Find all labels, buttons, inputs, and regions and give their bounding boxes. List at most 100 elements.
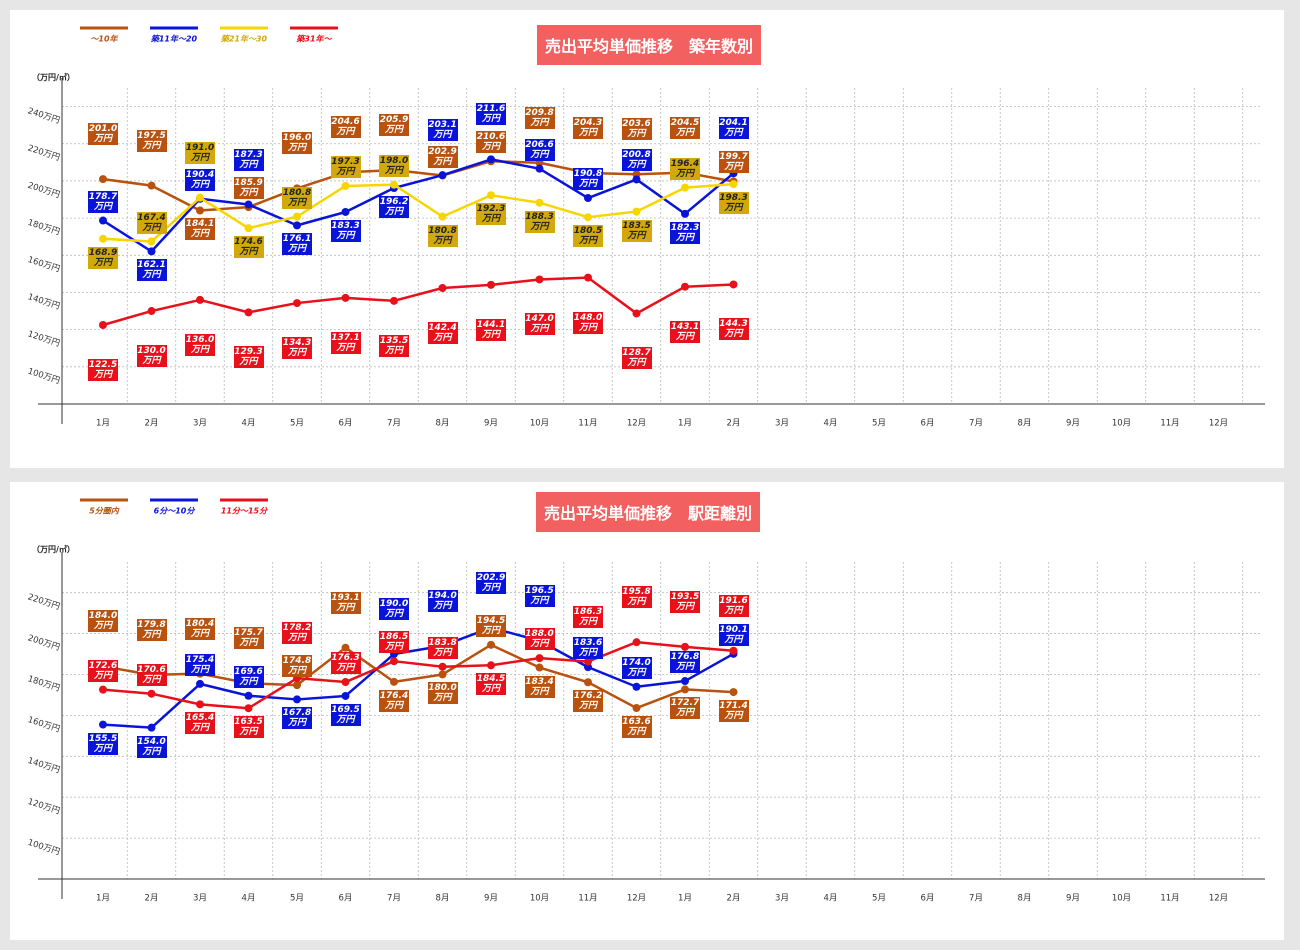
data-point xyxy=(632,638,641,647)
x-tick-label: 10月 xyxy=(530,894,549,904)
data-label: 176.3万円 xyxy=(330,652,361,675)
chart: 100万円 120万円 140万円 160万円 180万円 200万円 220万円 1月 2月 3… xyxy=(26,498,1265,904)
data-point xyxy=(681,282,689,291)
data-label: 190.8万円 xyxy=(573,168,603,191)
data-point xyxy=(196,700,204,709)
data-point xyxy=(244,308,253,317)
data-label: 196.5万円 xyxy=(524,584,555,607)
data-label: 183.8万円 xyxy=(427,636,458,659)
y-tick-label: 100万円 xyxy=(26,838,61,858)
x-tick-label: 5月 xyxy=(290,894,304,904)
data-point xyxy=(681,685,689,694)
x-tick-label: 1月 xyxy=(96,419,110,429)
legend-label: 築21年～30 xyxy=(220,35,268,44)
data-label: 201.0万円 xyxy=(88,123,118,146)
y-tick-label: 160万円 xyxy=(26,715,61,735)
data-label: 167.4万円 xyxy=(136,211,167,234)
x-tick-label: 9月 xyxy=(484,419,498,429)
data-label: 130.0万円 xyxy=(136,345,167,368)
data-label: 203.6万円 xyxy=(621,118,652,141)
data-label: 136.0万円 xyxy=(185,333,215,356)
data-label: 209.8万円 xyxy=(524,106,555,129)
data-point xyxy=(681,209,689,218)
x-tick-label: 1月 xyxy=(678,894,692,904)
data-point xyxy=(584,678,592,687)
data-label: 175.4万円 xyxy=(185,653,215,676)
series-line xyxy=(102,182,734,243)
data-label: 197.5万円 xyxy=(136,129,167,152)
data-point xyxy=(341,207,350,216)
data-label: 188.0万円 xyxy=(524,628,555,651)
data-label: 195.8万円 xyxy=(621,586,652,609)
x-tick-label: 4月 xyxy=(824,419,838,429)
data-point xyxy=(99,216,107,225)
data-label: 196.0万円 xyxy=(282,132,312,155)
data-label: 174.6万円 xyxy=(233,236,264,259)
data-label: 186.3万円 xyxy=(573,605,603,628)
series-line xyxy=(102,626,735,729)
x-tick-label: 10月 xyxy=(530,419,549,429)
data-point xyxy=(99,175,107,184)
data-point xyxy=(147,723,156,732)
x-tick-label: 9月 xyxy=(1066,894,1080,904)
data-point xyxy=(438,284,447,293)
data-point xyxy=(293,681,301,690)
data-point xyxy=(487,640,495,649)
data-label: 174.0万円 xyxy=(621,656,652,679)
data-point xyxy=(293,212,301,221)
data-point xyxy=(293,695,301,704)
data-point xyxy=(681,677,689,686)
x-tick-label: 5月 xyxy=(872,894,886,904)
series-line xyxy=(102,158,735,253)
data-point xyxy=(438,670,447,679)
data-point xyxy=(341,691,350,700)
data-label: 197.3万円 xyxy=(330,155,361,178)
data-point xyxy=(438,171,447,180)
data-label: 180.5万円 xyxy=(573,225,603,248)
data-point xyxy=(196,679,204,688)
data-point xyxy=(632,175,641,184)
x-tick-label: 12月 xyxy=(1209,894,1228,904)
x-tick-label: 4月 xyxy=(824,894,838,904)
y-tick-label: 220万円 xyxy=(26,592,61,612)
chart-title: 売出平均単価推移 築年数別 xyxy=(536,25,762,65)
data-point xyxy=(196,206,204,215)
y-tick-label: 200万円 xyxy=(26,181,61,201)
y-tick-label: 100万円 xyxy=(26,367,61,387)
data-label: 190.0万円 xyxy=(379,598,409,621)
x-tick-label: 9月 xyxy=(484,894,498,904)
data-label: 203.1万円 xyxy=(427,119,458,142)
x-tick-label: 1月 xyxy=(678,419,692,429)
data-point xyxy=(535,275,544,284)
data-label: 167.8万円 xyxy=(282,707,312,730)
y-tick-label: 120万円 xyxy=(26,329,61,349)
data-label: 165.4万円 xyxy=(185,712,215,735)
data-label: 200.8万円 xyxy=(621,149,652,172)
data-label: 154.0万円 xyxy=(136,735,167,758)
data-label: 182.3万円 xyxy=(670,221,700,244)
data-point xyxy=(729,688,738,697)
data-point xyxy=(729,646,738,655)
data-label: 144.1万円 xyxy=(476,318,506,341)
x-tick-label: 6月 xyxy=(339,894,353,904)
data-label: 191.6万円 xyxy=(718,594,749,617)
data-label: 172.6万円 xyxy=(88,659,118,682)
legend-label: 5分圏内 xyxy=(89,507,120,516)
data-label: 170.6万円 xyxy=(136,663,167,686)
x-tick-label: 11月 xyxy=(578,894,597,904)
x-tick-label: 5月 xyxy=(872,419,886,429)
data-label: 172.7万円 xyxy=(670,697,700,720)
y-tick-label: 140万円 xyxy=(26,756,61,776)
data-label: 163.5万円 xyxy=(233,716,264,739)
data-label: 144.3万円 xyxy=(718,318,749,341)
data-point xyxy=(632,309,641,318)
x-tick-label: 7月 xyxy=(387,894,401,904)
data-label: 193.5万円 xyxy=(670,590,700,613)
data-point xyxy=(438,662,447,671)
x-tick-label: 4月 xyxy=(242,419,256,429)
x-tick-label: 11月 xyxy=(1160,894,1179,904)
x-tick-label: 8月 xyxy=(1018,894,1032,904)
data-point xyxy=(487,191,495,200)
data-label: 169.5万円 xyxy=(330,703,361,726)
data-point xyxy=(341,293,350,302)
